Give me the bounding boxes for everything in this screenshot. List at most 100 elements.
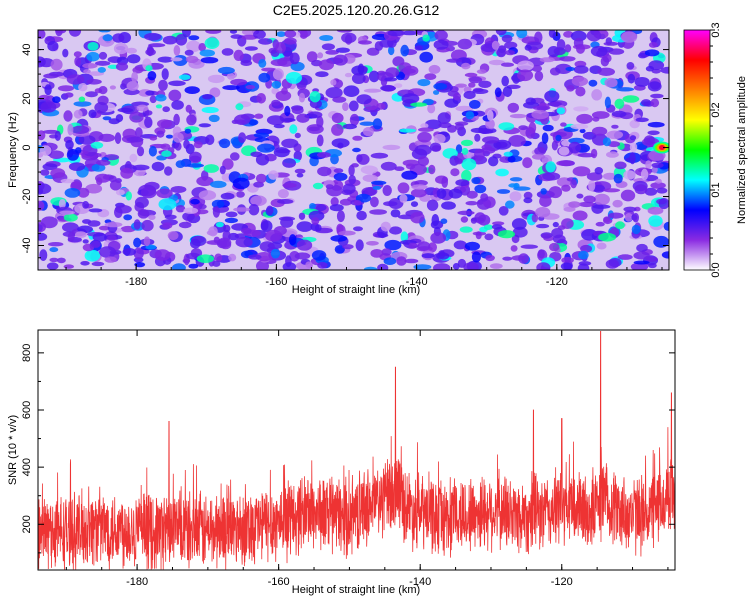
spectrogram-cell — [203, 164, 219, 173]
spectrogram-cell — [498, 122, 515, 131]
spectrogram-cell — [382, 144, 401, 150]
spectrogram-cell — [356, 94, 372, 105]
spectrogram-cell — [156, 188, 173, 199]
spectrogram-cell — [353, 226, 363, 232]
spectrogram-cell — [284, 105, 291, 117]
spectrogram-cell — [147, 71, 157, 81]
spectrogram-cell — [464, 72, 478, 78]
spectrogram-cell — [162, 106, 170, 113]
spectrogram-cell — [510, 245, 518, 252]
spectrogram-cell — [42, 163, 58, 171]
spectrogram-cell — [577, 263, 590, 270]
spectrogram-cell — [372, 118, 383, 130]
spectrogram-cell — [598, 232, 617, 242]
spectrogram-cell — [645, 256, 658, 262]
spectrogram-cell — [114, 205, 132, 214]
spectrogram-cell — [38, 200, 45, 211]
spectrogram-cell — [389, 226, 402, 235]
spectrogram-cell — [183, 207, 199, 214]
spectrogram-cell — [568, 201, 581, 208]
spectrogram-cell — [209, 87, 221, 98]
spectrogram-cell — [342, 102, 349, 111]
spectrogram-cell — [258, 38, 273, 45]
spectrogram-cell — [122, 248, 137, 256]
spectrogram-cell — [491, 224, 503, 230]
spectrogram-cell — [280, 216, 294, 228]
spectrogram-cell — [258, 72, 271, 83]
spectrogram-cell — [338, 230, 356, 236]
y-tick-label: -40 — [21, 238, 33, 254]
spectrogram-cell — [281, 138, 299, 148]
spectrogram-cell — [359, 121, 375, 126]
spectrogram-cell — [517, 69, 534, 82]
spectrogram-cell — [235, 103, 244, 111]
spectrogram-cell — [579, 128, 586, 134]
spectrogram-cell — [661, 251, 669, 259]
spectrogram-cell — [633, 260, 650, 265]
spectrogram-cell — [374, 41, 384, 51]
spectrogram-cell — [202, 94, 213, 100]
spectrogram-cell — [270, 59, 288, 67]
spectrogram-cell — [284, 30, 297, 38]
spectrogram-cell — [380, 161, 397, 171]
spectrogram-cell — [253, 181, 264, 188]
spectrogram-cell — [114, 132, 122, 145]
spectrogram-cell — [198, 123, 211, 128]
spectrogram-cell — [494, 87, 502, 98]
spectrogram-cell — [534, 31, 543, 44]
spectrogram-cell — [363, 88, 382, 93]
spectrogram-cell — [308, 126, 320, 132]
spectrogram-cell — [151, 161, 165, 172]
spectrogram-cell — [232, 177, 250, 190]
spectrogram-cell — [185, 55, 199, 64]
y-tick-label: 800 — [21, 344, 33, 362]
spectrogram-cell — [645, 65, 655, 72]
spectrogram-cell — [333, 172, 348, 181]
spectrogram-cell — [198, 190, 217, 201]
spectrogram-cell — [126, 136, 144, 143]
spectrogram-cell — [214, 253, 223, 262]
spectrogram-cell — [348, 100, 359, 112]
spectrogram-cell — [629, 135, 637, 141]
spectrogram-cell — [531, 213, 539, 223]
spectrogram-cell — [285, 71, 302, 84]
spectrogram-cell — [362, 127, 374, 137]
spectrogram-cell — [49, 247, 59, 253]
spectrogram-cell — [468, 76, 483, 84]
spectrogram-cell — [97, 67, 107, 73]
spectrogram-peak — [658, 145, 665, 151]
spectrogram-cell — [578, 250, 589, 260]
spectrogram-cell — [222, 158, 234, 170]
spectrogram-cell — [148, 146, 157, 157]
spectrogram-cell — [104, 222, 123, 228]
spectrogram-cell — [351, 163, 359, 168]
spectrogram-cell — [220, 192, 235, 200]
spectrogram-cell — [307, 111, 323, 119]
spectrogram-cell — [606, 130, 624, 140]
y-tick-label: 200 — [21, 515, 33, 533]
spectrogram-cell — [171, 100, 184, 110]
spectrogram-cell — [57, 257, 66, 264]
spectrogram-cell — [576, 43, 585, 54]
spectrogram-cell — [115, 62, 129, 71]
spectrogram-cell — [541, 132, 549, 144]
spectrogram-cell — [463, 262, 479, 270]
spectrogram-cell — [384, 77, 398, 82]
spectrogram-cell — [358, 40, 372, 45]
spectrogram-cell — [182, 212, 195, 221]
spectrogram-cell — [277, 189, 289, 199]
spectrogram-cell — [325, 184, 334, 190]
spectrogram-cell — [380, 221, 391, 232]
x-tick-label: -120 — [546, 276, 568, 288]
spectrogram-cell — [397, 182, 410, 194]
spectrogram-cell — [161, 68, 169, 80]
spectrogram-cell — [84, 249, 101, 262]
y-tick-label: 0 — [21, 144, 33, 150]
spectrogram-cell — [164, 214, 177, 220]
spectrogram-cell — [487, 110, 494, 121]
spectrogram-cell — [87, 220, 101, 227]
spectrogram-cell — [109, 179, 122, 191]
spectrogram-cell — [363, 266, 378, 270]
spectrogram-x-axis-label: Height of straight line (km) — [292, 284, 420, 296]
spectrogram-cell — [186, 40, 201, 53]
